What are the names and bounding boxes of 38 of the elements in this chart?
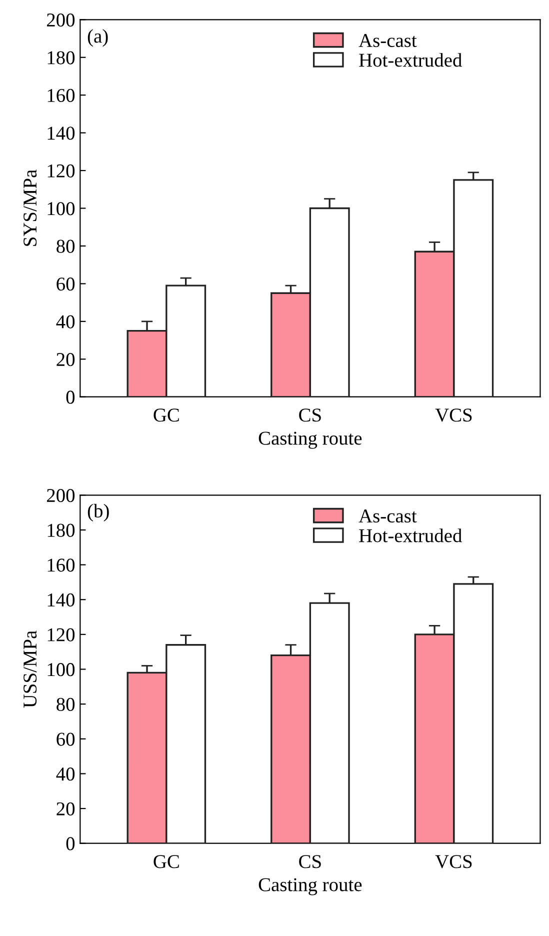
x-tick-label: VCS bbox=[435, 408, 472, 422]
y-tick-label: 60 bbox=[56, 278, 75, 291]
y-tick-label: 140 bbox=[48, 593, 75, 607]
y-tick-label: 0 bbox=[66, 390, 75, 404]
annotation: (a) bbox=[88, 29, 108, 47]
y-axis-title: SYS/MPa bbox=[24, 170, 37, 246]
y-tick-label: 80 bbox=[56, 240, 75, 253]
legend-label: Hot-extruded bbox=[359, 528, 462, 542]
y-tick-label: 200 bbox=[46, 13, 75, 27]
x-axis-title: Casting route bbox=[258, 432, 362, 449]
y-tick-label: 0 bbox=[66, 837, 75, 850]
y-axis-title: USS/MPa bbox=[24, 630, 37, 708]
x-tick-label: GC bbox=[154, 408, 179, 422]
legend-label: Hot-extruded bbox=[359, 53, 462, 67]
y-tick-label: 80 bbox=[56, 698, 75, 711]
y-tick-label: 40 bbox=[56, 315, 75, 328]
x-tick-label: VCS bbox=[435, 855, 472, 868]
y-tick-label: 120 bbox=[48, 164, 75, 178]
y-tick-label: 120 bbox=[48, 628, 75, 642]
y-tick-label: 100 bbox=[48, 663, 75, 676]
annotation: (b) bbox=[88, 504, 109, 522]
y-tick-label: 60 bbox=[56, 732, 75, 746]
y-tick-label: 20 bbox=[56, 802, 75, 816]
y-tick-label: 160 bbox=[48, 558, 75, 572]
x-tick-label: CS bbox=[299, 855, 321, 868]
y-tick-label: 180 bbox=[48, 51, 75, 64]
x-tick-label: CS bbox=[299, 408, 321, 422]
y-tick-label: 200 bbox=[46, 488, 75, 502]
y-tick-label: 40 bbox=[56, 768, 75, 781]
y-tick-label: 160 bbox=[48, 88, 75, 102]
x-tick-label: GC bbox=[154, 855, 179, 868]
y-tick-label: 100 bbox=[48, 202, 75, 216]
legend-label: As-cast bbox=[358, 510, 417, 523]
y-tick-label: 20 bbox=[56, 352, 75, 366]
y-tick-label: 180 bbox=[48, 524, 75, 537]
legend-label: As-cast bbox=[358, 34, 417, 48]
y-tick-label: 140 bbox=[48, 126, 75, 140]
x-axis-title: Casting route bbox=[258, 878, 362, 896]
